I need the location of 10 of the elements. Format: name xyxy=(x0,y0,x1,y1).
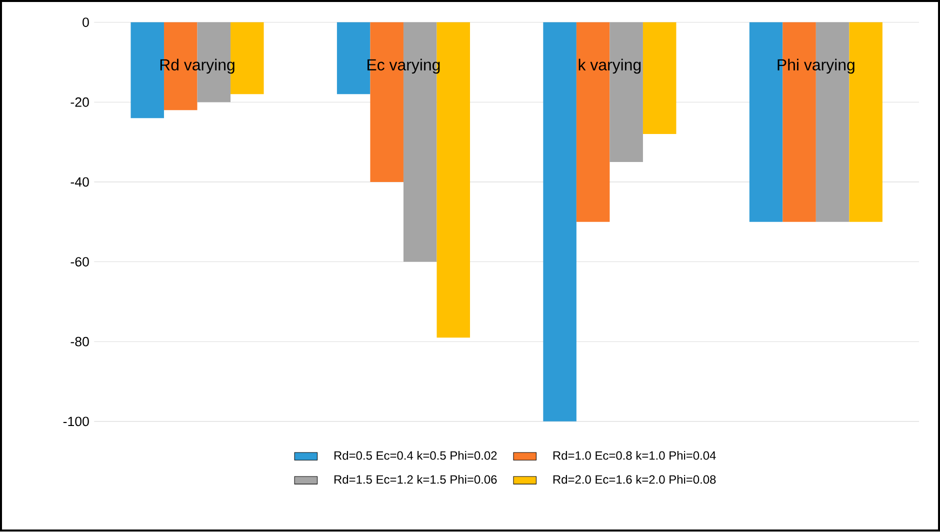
legend-label: Rd=1.0 Ec=0.8 k=1.0 Phi=0.04 xyxy=(553,451,716,460)
legend-label: Rd=2.0 Ec=1.6 k=2.0 Phi=0.08 xyxy=(553,475,716,484)
y-tick-label: -100 xyxy=(63,416,89,426)
y-tick-label: -20 xyxy=(70,98,89,108)
legend-label: Rd=1.5 Ec=1.2 k=1.5 Phi=0.06 xyxy=(334,475,497,484)
y-tick-label: -40 xyxy=(70,177,89,187)
legend-label: Rd=0.5 Ec=0.4 k=0.5 Phi=0.02 xyxy=(334,451,497,460)
y-tick-label: -60 xyxy=(70,257,89,267)
y-tick-label: 0 xyxy=(82,18,89,28)
y-tick-label: -80 xyxy=(70,337,89,347)
